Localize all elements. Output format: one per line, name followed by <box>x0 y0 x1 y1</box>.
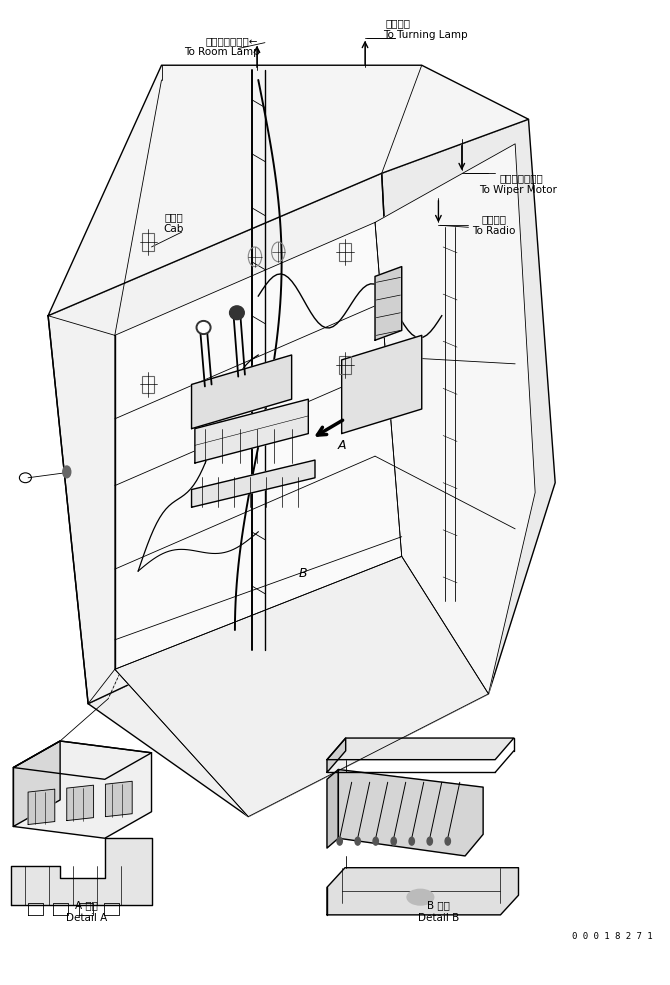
Text: To Turning Lamp: To Turning Lamp <box>383 30 468 39</box>
Polygon shape <box>327 738 514 759</box>
Ellipse shape <box>198 322 209 332</box>
Polygon shape <box>338 769 483 856</box>
Ellipse shape <box>407 889 433 905</box>
Bar <box>339 243 351 261</box>
Polygon shape <box>11 838 151 905</box>
Bar <box>339 356 351 373</box>
Text: To Room Lamp: To Room Lamp <box>184 47 259 57</box>
Polygon shape <box>28 789 55 824</box>
Circle shape <box>373 837 379 845</box>
Polygon shape <box>13 741 151 838</box>
Text: A 詳細: A 詳細 <box>75 900 98 910</box>
Polygon shape <box>382 119 555 693</box>
Polygon shape <box>105 781 132 817</box>
Polygon shape <box>327 769 338 848</box>
Text: ルームランプへ←: ルームランプへ← <box>205 35 258 45</box>
Bar <box>142 233 154 251</box>
Polygon shape <box>67 785 94 821</box>
Polygon shape <box>115 557 488 817</box>
Circle shape <box>409 837 415 845</box>
Text: キャブ: キャブ <box>164 213 183 223</box>
Text: To Radio: To Radio <box>472 227 515 236</box>
Text: ワイパモータへ: ワイパモータへ <box>500 173 543 183</box>
Polygon shape <box>192 460 315 507</box>
Text: To Wiper Motor: To Wiper Motor <box>480 185 557 195</box>
Circle shape <box>63 466 71 478</box>
Text: A: A <box>338 439 346 452</box>
Text: Cab: Cab <box>163 225 184 234</box>
Circle shape <box>337 837 342 845</box>
Text: B 詳細: B 詳細 <box>427 900 450 910</box>
Polygon shape <box>13 741 60 826</box>
Polygon shape <box>327 738 346 772</box>
Circle shape <box>391 837 397 845</box>
Polygon shape <box>375 144 535 693</box>
Polygon shape <box>375 267 402 340</box>
Polygon shape <box>195 399 308 463</box>
Text: B: B <box>299 566 308 579</box>
Polygon shape <box>48 173 402 703</box>
Text: ラジオへ: ラジオへ <box>481 215 507 225</box>
Ellipse shape <box>230 306 245 319</box>
Text: 回転打へ: 回転打へ <box>386 18 411 28</box>
Text: Detail B: Detail B <box>418 913 459 923</box>
Circle shape <box>355 837 360 845</box>
Polygon shape <box>192 355 291 428</box>
Polygon shape <box>13 741 151 779</box>
Polygon shape <box>342 335 421 433</box>
Polygon shape <box>115 223 402 669</box>
Polygon shape <box>48 65 529 316</box>
Text: Detail A: Detail A <box>66 913 107 923</box>
Ellipse shape <box>196 320 211 334</box>
Text: 0 0 0 1 8 2 7 1: 0 0 0 1 8 2 7 1 <box>572 932 652 941</box>
Polygon shape <box>88 557 488 817</box>
Bar <box>142 375 154 393</box>
Circle shape <box>427 837 432 845</box>
Circle shape <box>445 837 450 845</box>
Polygon shape <box>327 868 519 915</box>
